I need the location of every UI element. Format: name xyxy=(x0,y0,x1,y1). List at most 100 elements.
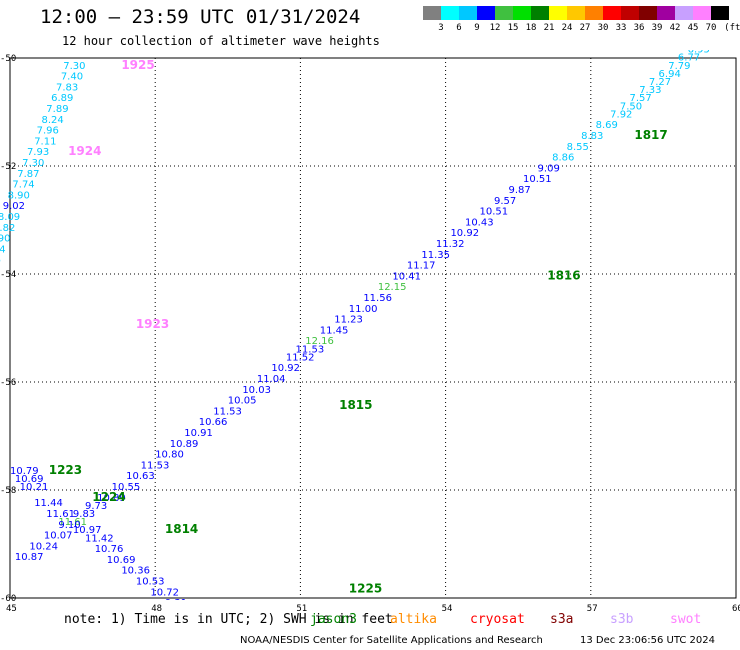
data-point-label: 7.89 xyxy=(46,104,68,115)
y-tick-label: -50 xyxy=(0,54,16,64)
data-point-label: 10.69 xyxy=(15,474,44,485)
legend-swatch xyxy=(621,6,639,20)
track-time-label: 1223 xyxy=(49,463,82,477)
data-point-label: 9.57 xyxy=(494,196,516,207)
satellite-label-jason3: jason3 xyxy=(310,612,357,627)
data-point-label: 10.36 xyxy=(121,566,150,577)
legend-swatch xyxy=(693,6,711,20)
data-point-label: 10.89 xyxy=(97,493,126,504)
data-point-label: 10.07 xyxy=(44,531,73,542)
data-point-label: 11.53 xyxy=(213,406,242,417)
satellite-label-altika: altika xyxy=(390,612,437,627)
data-point-label: 6.89 xyxy=(51,93,73,104)
y-tick-label: -56 xyxy=(0,378,16,388)
data-point-label: 10.91 xyxy=(184,428,213,439)
data-point-label: 10.92 xyxy=(271,363,300,374)
data-point-label: 11.23 xyxy=(334,315,363,326)
data-point-label: 11.17 xyxy=(407,261,436,272)
data-point-label: 10.05 xyxy=(228,396,257,407)
data-point-label: 10.89 xyxy=(170,439,199,450)
track-time-label: 1925 xyxy=(121,58,154,72)
y-tick-label: -60 xyxy=(0,594,16,604)
legend-label: 39 xyxy=(651,23,663,33)
data-point-label: 11.52 xyxy=(286,352,315,363)
data-point-label: 10.53 xyxy=(136,577,165,588)
y-tick-label: -54 xyxy=(0,270,16,280)
data-point-label: 10.76 xyxy=(95,544,124,555)
data-point-label: 10.55 xyxy=(112,482,141,493)
legend-swatch xyxy=(441,6,459,20)
chart-title: 12:00 — 23:59 UTC 01/31/2024 xyxy=(40,6,361,28)
legend-swatch xyxy=(657,6,675,20)
legend-label: 27 xyxy=(579,23,591,33)
data-point-label: 9.31 xyxy=(165,598,187,609)
y-tick-label: -52 xyxy=(0,162,16,172)
data-point-label: 9.73 xyxy=(85,501,107,512)
note-text: note: 1) Time is in UTC; 2) SWH is in fe… xyxy=(64,612,393,627)
legend-swatch xyxy=(585,6,603,20)
legend-swatch xyxy=(495,6,513,20)
x-tick-label: 48 xyxy=(151,604,162,614)
legend-label: 33 xyxy=(615,23,627,33)
data-point-label: 10.41 xyxy=(392,271,421,282)
data-point-label: 8.90 xyxy=(0,234,10,245)
data-point-label: 7.57 xyxy=(630,93,652,104)
data-point-label: 7.30 xyxy=(22,158,44,169)
y-tick-label: -58 xyxy=(0,486,16,496)
data-point-label: 8.46 xyxy=(0,255,1,266)
data-point-label: 10.92 xyxy=(450,228,479,239)
legend-unit: (ft) xyxy=(724,23,740,33)
legend-label: 21 xyxy=(543,23,555,33)
data-point-label: 10.72 xyxy=(150,587,179,598)
data-point-label: 8.34 xyxy=(0,244,6,255)
legend-label: 36 xyxy=(633,23,645,33)
data-point-label: 8.83 xyxy=(581,131,603,142)
satellite-label-s3b: s3b xyxy=(610,612,634,627)
data-point-label: 10.66 xyxy=(199,417,228,428)
track-time-label: 1923 xyxy=(136,317,169,331)
legend-label: 9 xyxy=(474,23,480,33)
legend-swatch xyxy=(567,6,585,20)
data-point-label: 9.83 xyxy=(73,509,95,520)
data-point-label: 7.83 xyxy=(56,82,78,93)
legend-label: 12 xyxy=(489,23,501,33)
legend-label: 42 xyxy=(669,23,681,33)
data-point-label: 12.16 xyxy=(305,336,334,347)
data-point-label: 6.77 xyxy=(678,53,700,64)
x-tick-label: 60 xyxy=(732,604,740,614)
legend-swatch xyxy=(639,6,657,20)
data-point-label: 10.43 xyxy=(465,217,494,228)
data-point-label: 11.04 xyxy=(257,374,286,385)
data-point-label: 8.82 xyxy=(0,223,15,234)
legend-label: 24 xyxy=(561,23,573,33)
legend-label: 18 xyxy=(525,23,537,33)
data-point-label: 7.40 xyxy=(61,72,83,83)
legend-swatch xyxy=(531,6,549,20)
satellite-label-cryosat: cryosat xyxy=(470,612,525,627)
data-point-label: 7.74 xyxy=(12,180,34,191)
data-point-label: 8.69 xyxy=(596,120,618,131)
legend-swatch xyxy=(675,6,693,20)
legend-swatch xyxy=(711,6,729,20)
chart-subtitle: 12 hour collection of altimeter wave hei… xyxy=(62,34,380,48)
satellite-label-swot: swot xyxy=(670,612,702,627)
track-time-label: 1814 xyxy=(165,522,198,536)
data-point-label: 10.87 xyxy=(15,552,44,563)
data-point-label: 7.92 xyxy=(610,109,632,120)
data-point-label: 8.90 xyxy=(8,190,30,201)
track-time-label: 1816 xyxy=(547,268,580,282)
data-point-label: 7.50 xyxy=(620,101,642,112)
x-tick-label: 54 xyxy=(442,604,453,614)
data-point-label: 8.09 xyxy=(0,212,20,223)
data-point-label: 10.51 xyxy=(523,174,552,185)
track-time-label: 1224 xyxy=(92,490,125,504)
x-tick-label: 45 xyxy=(6,604,17,614)
data-point-label: 9.87 xyxy=(509,185,531,196)
data-point-label: 11.44 xyxy=(34,498,63,509)
data-point-label: 10.80 xyxy=(155,450,184,461)
data-point-label: 11.45 xyxy=(320,325,349,336)
plot-frame xyxy=(9,57,737,599)
data-point-label: 7.27 xyxy=(649,77,671,88)
